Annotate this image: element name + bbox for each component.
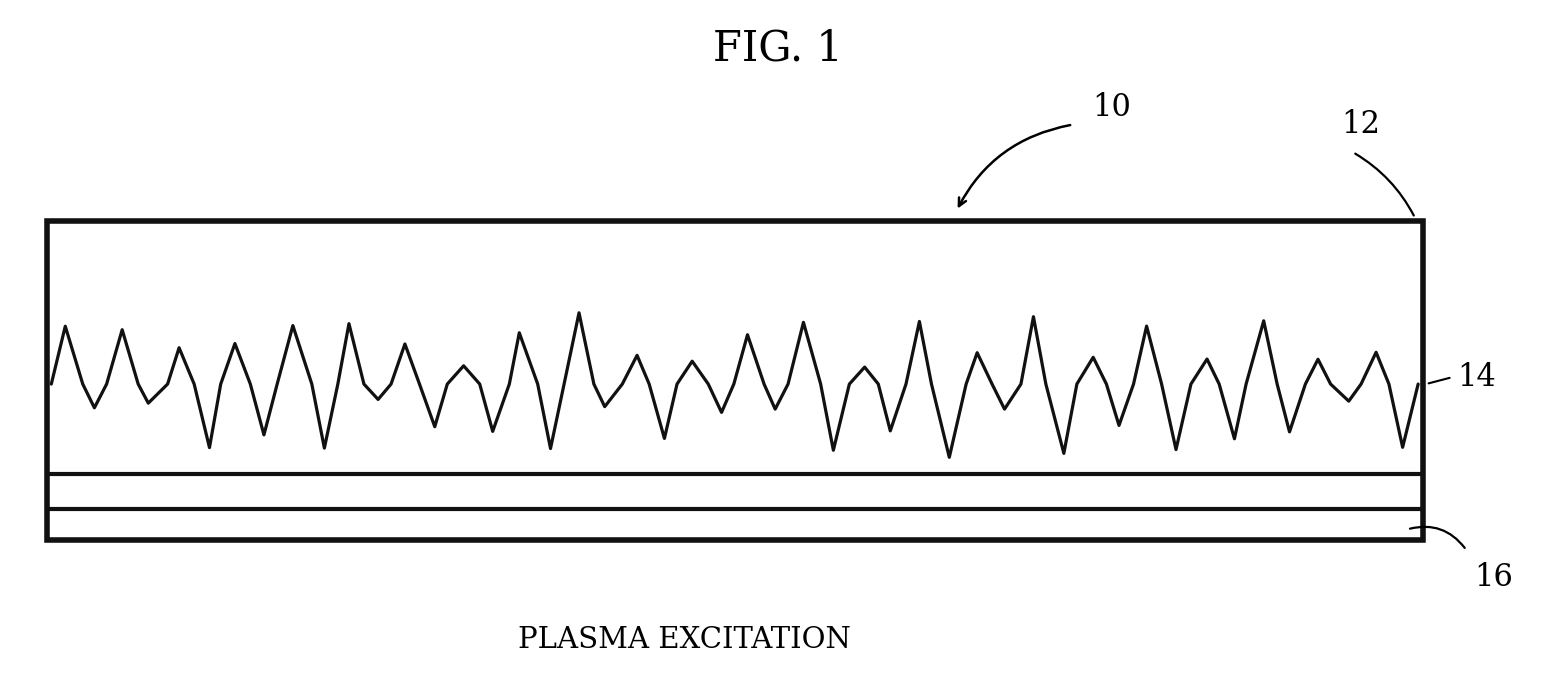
Text: 12: 12	[1340, 109, 1381, 140]
Text: FIG. 1: FIG. 1	[712, 28, 843, 70]
Text: 16: 16	[1474, 563, 1513, 593]
Text: 10: 10	[1092, 92, 1132, 122]
Text: 14: 14	[1457, 362, 1496, 392]
Text: PLASMA EXCITATION: PLASMA EXCITATION	[518, 626, 851, 654]
